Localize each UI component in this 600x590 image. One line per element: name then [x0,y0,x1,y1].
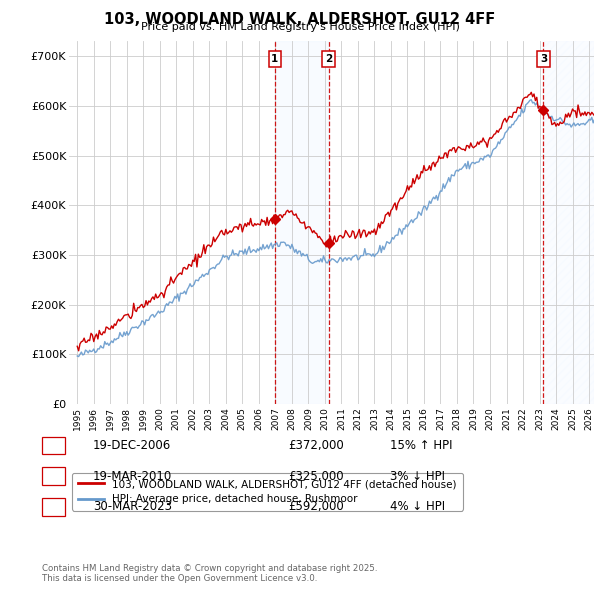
Text: £372,000: £372,000 [288,439,344,452]
Text: 19-MAR-2010: 19-MAR-2010 [93,470,172,483]
Text: 30-MAR-2023: 30-MAR-2023 [93,500,172,513]
Text: 2: 2 [325,54,332,64]
Text: 2: 2 [49,470,58,483]
Text: 15% ↑ HPI: 15% ↑ HPI [390,439,452,452]
Text: 1: 1 [49,439,58,452]
Text: Price paid vs. HM Land Registry's House Price Index (HPI): Price paid vs. HM Land Registry's House … [140,22,460,32]
Text: 3: 3 [540,54,547,64]
Text: 1: 1 [271,54,278,64]
Text: 3% ↓ HPI: 3% ↓ HPI [390,470,445,483]
Bar [275,41,329,404]
Text: 103, WOODLAND WALK, ALDERSHOT, GU12 4FF: 103, WOODLAND WALK, ALDERSHOT, GU12 4FF [104,12,496,27]
Text: 4% ↓ HPI: 4% ↓ HPI [390,500,445,513]
Bar [544,41,594,404]
Text: 3: 3 [49,500,58,513]
Text: £325,000: £325,000 [288,470,344,483]
Legend: 103, WOODLAND WALK, ALDERSHOT, GU12 4FF (detached house), HPI: Average price, de: 103, WOODLAND WALK, ALDERSHOT, GU12 4FF … [71,473,463,510]
Text: £592,000: £592,000 [288,500,344,513]
Text: Contains HM Land Registry data © Crown copyright and database right 2025.
This d: Contains HM Land Registry data © Crown c… [42,563,377,583]
Text: 19-DEC-2006: 19-DEC-2006 [93,439,171,452]
